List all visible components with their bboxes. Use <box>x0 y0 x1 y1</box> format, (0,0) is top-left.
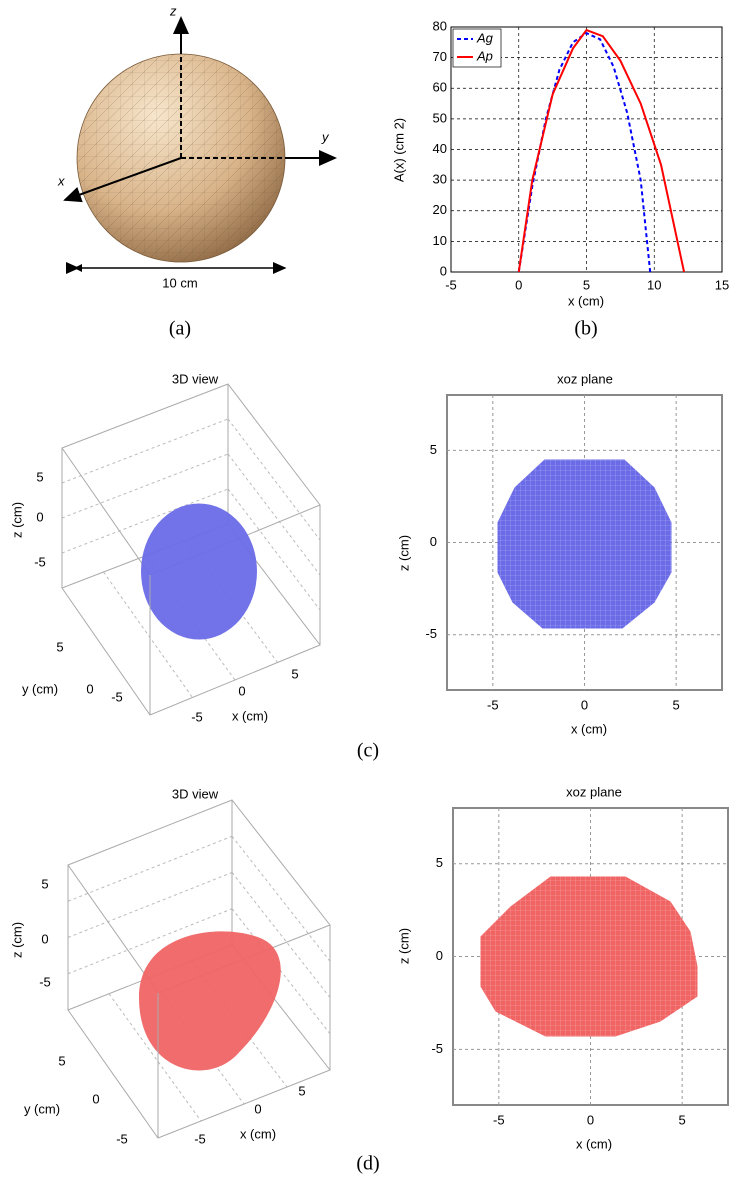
x-axis-label: x (cm) <box>240 1126 276 1141</box>
figure: z y x 10 cm (a) (b) x (cm) A(x) (cm 2) -… <box>0 0 736 1180</box>
legend-label: Ap <box>476 48 493 63</box>
y-tick-label: 50 <box>433 110 447 125</box>
y-tick-label: 5 <box>56 639 63 654</box>
y-axis-label: A(x) (cm 2) <box>391 118 406 182</box>
z-tick-label: 0 <box>41 931 48 946</box>
x-tick-label: 0 <box>581 697 588 712</box>
y-tick-label: 0 <box>430 534 437 549</box>
y-tick-label: 30 <box>433 172 447 187</box>
y-tick-label: -5 <box>425 626 437 641</box>
y-tick-label: 70 <box>433 49 447 64</box>
plot-title: 3D view <box>172 786 219 801</box>
z-axis-label: z (cm) <box>9 922 24 958</box>
y-tick-label: 60 <box>433 80 447 95</box>
x-tick-label: 5 <box>673 697 680 712</box>
y-tick-label: -5 <box>111 689 123 704</box>
caption: (b) <box>574 318 597 340</box>
x-axis-label: x (cm) <box>568 293 604 308</box>
x-tick-label: -5 <box>487 697 499 712</box>
y-tick-label: 0 <box>436 948 443 963</box>
x-tick-label: 5 <box>583 277 590 292</box>
y-tick-label: 20 <box>433 202 447 217</box>
y-tick-label: 5 <box>58 1053 65 1068</box>
grid-line-3d <box>68 873 232 938</box>
grid-line-3d <box>228 419 320 540</box>
y-tick-label: 40 <box>433 141 447 156</box>
object-3d <box>139 931 281 1070</box>
z-tick-label: 0 <box>36 509 43 524</box>
y-tick-label: 5 <box>430 442 437 457</box>
x-tick-label: -5 <box>194 1131 206 1146</box>
x-tick-label: 5 <box>298 1083 305 1098</box>
scale-label: 10 cm <box>162 275 197 290</box>
x-tick-label: -5 <box>191 709 203 724</box>
legend-label: Ag <box>476 30 494 45</box>
x-tick-label: 0 <box>515 277 522 292</box>
sphere-illustration <box>65 18 335 272</box>
caption: (c) <box>357 740 379 762</box>
x-tick-label: 0 <box>238 683 245 698</box>
z-axis-label: z (cm) <box>9 502 24 538</box>
y-tick-label: 0 <box>440 263 447 278</box>
z-tick-label: -5 <box>34 554 46 569</box>
x-tick-label: -5 <box>493 1112 505 1127</box>
y-tick-label: -5 <box>116 1131 128 1146</box>
y-tick-label: -5 <box>431 1041 443 1056</box>
x-axis-label: x (cm) <box>232 708 268 723</box>
object-slice-texture <box>498 460 672 629</box>
caption: (d) <box>356 1153 379 1175</box>
y-tick-label: 80 <box>433 18 447 33</box>
plot-title: xoz plane <box>557 371 613 386</box>
x-tick-label: -5 <box>445 277 457 292</box>
x-tick-label: 5 <box>679 1112 686 1127</box>
z-tick-label: 5 <box>36 469 43 484</box>
x-axis-label: x (cm) <box>576 1136 612 1151</box>
axis-label: x <box>57 173 65 188</box>
y-tick-label: 0 <box>86 681 93 696</box>
y-axis-label: y (cm) <box>22 681 58 696</box>
z-tick-label: -5 <box>39 974 51 989</box>
y-axis-label: z (cm) <box>396 928 411 964</box>
x-tick-label: 10 <box>647 277 661 292</box>
x-tick-label: 15 <box>715 277 729 292</box>
plot-title: 3D view <box>172 371 219 386</box>
axis-label: y <box>321 129 330 144</box>
y-tick-label: 5 <box>436 855 443 870</box>
x-tick-label: 0 <box>254 1101 261 1116</box>
axis-label: z <box>169 3 177 18</box>
grid-line-3d <box>68 836 232 901</box>
x-axis-label: x (cm) <box>571 721 607 736</box>
z-tick-label: 5 <box>41 876 48 891</box>
y-tick-label: 10 <box>433 233 447 248</box>
grid-line-3d <box>62 419 228 483</box>
y-axis-label: y (cm) <box>24 1101 60 1116</box>
caption: (a) <box>169 318 191 340</box>
x-tick-label: 0 <box>587 1112 594 1127</box>
y-tick-label: 0 <box>92 1091 99 1106</box>
plot-title: xoz plane <box>566 784 622 799</box>
x-tick-label: 5 <box>291 666 298 681</box>
y-axis-label: z (cm) <box>396 535 411 571</box>
object-3d <box>141 504 257 640</box>
